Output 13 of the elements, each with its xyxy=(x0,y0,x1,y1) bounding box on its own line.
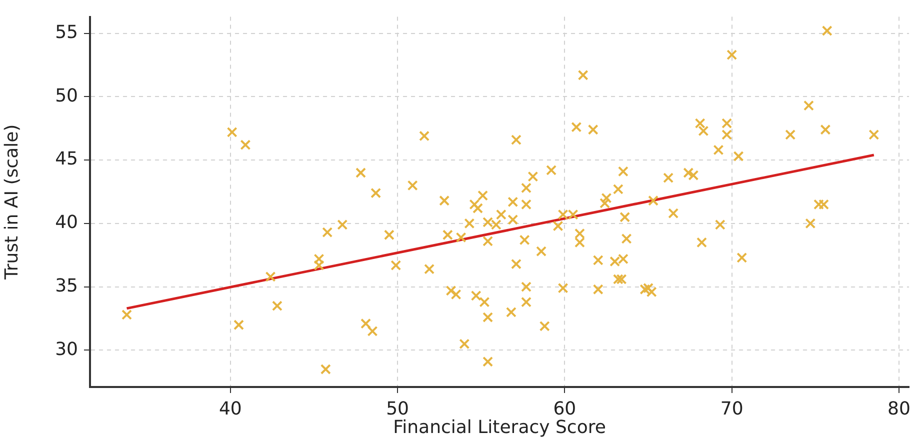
y-tick-label: 55 xyxy=(55,22,78,43)
y-tick-label: 30 xyxy=(55,338,78,360)
x-tick-label: 60 xyxy=(553,398,576,420)
y-tick-label: 45 xyxy=(55,148,78,170)
y-tick-label: 35 xyxy=(55,276,78,297)
x-tick-label: 80 xyxy=(888,398,910,420)
x-tick-label: 40 xyxy=(218,398,242,420)
x-tick-label: 70 xyxy=(720,398,744,420)
y-tick-label: 40 xyxy=(55,212,78,234)
x-axis-title: Financial Literacy Score xyxy=(393,416,606,438)
x-tick-label: 50 xyxy=(386,398,409,420)
y-axis-title: Trust in AI (scale) xyxy=(1,124,22,281)
y-tick-label: 50 xyxy=(55,85,78,106)
